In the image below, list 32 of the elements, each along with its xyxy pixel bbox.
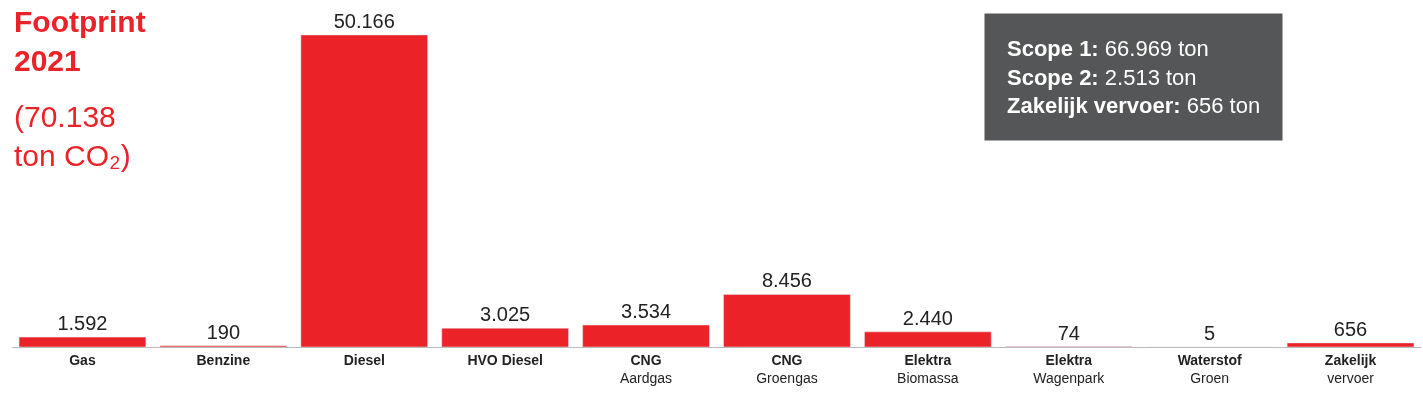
x-tick-label: HVO Diesel — [467, 351, 543, 368]
x-tick-label: Zakelijk vervoer — [1324, 351, 1377, 386]
x-tick-label: Diesel — [343, 351, 385, 368]
annotation: Scope 1: 66.969 ton — [1007, 36, 1209, 61]
x-tick-label: Benzine — [196, 351, 251, 368]
bar — [441, 327, 569, 347]
x-tick-label: Waterstof Groen — [1177, 351, 1242, 386]
x-tick-label: Elektra Wagenpark — [1033, 351, 1106, 386]
data-label: 8.456 — [761, 269, 812, 292]
data-label: 656 — [1333, 317, 1368, 340]
x-tick-label: Gas — [69, 351, 96, 368]
x-tick-label: Elektra Biomassa — [897, 351, 959, 386]
bar — [723, 294, 851, 347]
bar — [582, 324, 710, 347]
data-label: 2.440 — [902, 306, 953, 329]
annotation: Scope 2: 2.513 ton — [1007, 64, 1197, 90]
x-tick-label: CNG Aardgas — [619, 351, 673, 386]
x-tick-label: CNG Groengas — [756, 351, 818, 386]
chart-title: Footprint 2021 — [14, 5, 146, 77]
data-label: 5 — [1204, 321, 1216, 344]
data-label: 3.025 — [480, 303, 531, 326]
data-label: 190 — [206, 320, 241, 343]
bar — [1286, 342, 1415, 347]
bar — [864, 331, 992, 347]
data-label: 50.166 — [333, 9, 395, 32]
annotation: Zakelijk vervoer: 656 ton — [1007, 93, 1261, 119]
data-label: 3.534 — [621, 300, 672, 323]
bar — [300, 34, 428, 347]
bar — [18, 336, 147, 347]
data-label: 1.592 — [57, 312, 108, 335]
data-label: 74 — [1057, 321, 1080, 344]
text: (70.138 ton CO₂) — [14, 100, 131, 172]
